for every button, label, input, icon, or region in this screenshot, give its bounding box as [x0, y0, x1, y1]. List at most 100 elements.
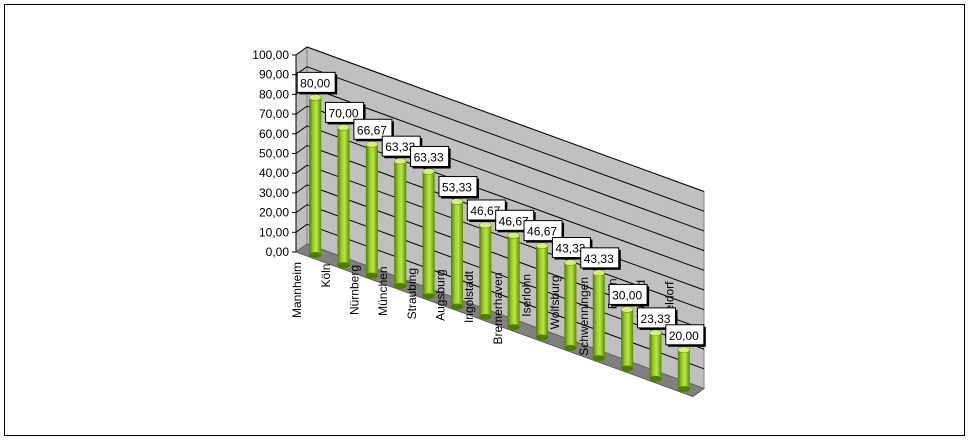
y-tick-label: 60,00	[259, 127, 289, 141]
bar-base	[592, 355, 605, 362]
gridlines	[295, 46, 705, 370]
bar-top	[365, 141, 379, 148]
y-tick-label: 20,00	[259, 206, 289, 220]
bar-top	[677, 346, 691, 354]
bar-base	[394, 282, 407, 289]
bar-body	[422, 171, 435, 297]
data-label: 80,00	[300, 76, 330, 90]
bar	[394, 157, 407, 289]
category-label: Ingolstadt	[462, 270, 476, 323]
bar	[365, 141, 379, 279]
y-axis: 0,00 10,00 20,00 30,00 40,00 50,00 60,00 70,00 8…	[252, 48, 297, 259]
bar-body	[394, 161, 407, 286]
bar-body	[365, 144, 378, 276]
gridline-side	[295, 184, 308, 194]
bar	[620, 306, 634, 372]
gridline-side	[295, 46, 308, 56]
bar-base	[422, 293, 435, 300]
bar	[564, 259, 577, 351]
bar-top	[308, 94, 322, 101]
bar-base	[450, 303, 463, 310]
bar-top	[649, 329, 662, 337]
data-label-box	[523, 220, 563, 242]
gridline-side	[295, 125, 308, 135]
data-label: 23,33	[640, 312, 670, 326]
data-label: 53,33	[442, 181, 472, 195]
gridline-side	[295, 105, 308, 115]
bar	[592, 269, 605, 362]
data-label-box	[410, 146, 450, 168]
bar-top	[620, 306, 634, 313]
bar-base	[309, 251, 322, 258]
gridline	[306, 85, 705, 232]
data-label-box	[325, 101, 365, 123]
data-label: 70,00	[329, 106, 359, 120]
bar-top	[507, 232, 520, 239]
bar-base	[564, 344, 577, 351]
category-label: Wolfsburg	[548, 276, 562, 330]
bar-body	[677, 349, 690, 390]
bar-body	[507, 235, 520, 328]
y-tick-label: 100,00	[252, 48, 289, 62]
bar-body	[564, 262, 577, 348]
bar-base	[507, 324, 520, 331]
gridline-side	[295, 145, 308, 154]
data-label: 43,33	[584, 252, 614, 266]
bar	[677, 346, 691, 393]
y-tick-label: 30,00	[259, 186, 289, 200]
bar-top	[394, 157, 407, 165]
bar-top	[592, 269, 605, 277]
data-label: 46,67	[527, 225, 557, 239]
bar-top	[535, 242, 549, 249]
bar-base	[621, 365, 634, 372]
bar-base	[536, 334, 549, 341]
bar	[450, 198, 464, 310]
bar-base	[337, 262, 350, 269]
gridline-side	[295, 204, 308, 214]
data-label: 63,33	[385, 140, 415, 154]
category-label: Iserlohn	[519, 274, 533, 317]
category-label: Nürnberg	[347, 265, 361, 315]
y-tick-label: 0,00	[266, 245, 290, 259]
gridline	[306, 66, 705, 212]
bar-top	[337, 124, 350, 131]
bar-top	[479, 221, 492, 229]
data-label-box	[296, 71, 336, 93]
bar-base	[649, 375, 662, 382]
data-label-box	[665, 324, 705, 346]
y-tick-label: 90,00	[259, 68, 289, 82]
gridline-side	[295, 164, 308, 174]
data-label: 20,00	[669, 329, 699, 343]
data-label-box	[353, 118, 393, 140]
category-label: Köln	[319, 264, 333, 288]
bar-body	[536, 245, 549, 338]
data-label: 46,67	[470, 204, 500, 218]
bar-body	[479, 224, 492, 317]
category-label: Schwenningen	[577, 277, 591, 356]
category-label: Mannheim	[290, 262, 304, 318]
bar	[422, 168, 435, 300]
x-axis: Mannheim Köln Nürnberg München Straubing Augs…	[290, 262, 677, 356]
bar-body	[450, 201, 463, 307]
bar-body	[649, 332, 662, 379]
data-label: 46,67	[499, 214, 529, 228]
data-label-box	[580, 247, 620, 269]
data-label: 30,00	[612, 288, 642, 302]
y-tick-label: 40,00	[259, 166, 289, 180]
bar-top	[564, 259, 577, 266]
category-label: Straubing	[405, 268, 419, 319]
data-label-box	[608, 283, 648, 305]
y-tick-label: 80,00	[259, 87, 289, 101]
bar-series	[308, 94, 691, 393]
category-label: München	[376, 267, 390, 316]
bar-body	[592, 272, 605, 359]
data-labels: 80,0070,0066,6763,3363,3353,3346,6746,67…	[296, 71, 706, 347]
category-label: Augsburg	[433, 270, 447, 321]
bar-body	[621, 309, 634, 369]
y-tick-label: 50,00	[259, 147, 289, 161]
bar	[479, 221, 492, 320]
y-tick-label: 70,00	[259, 107, 289, 121]
data-label: 66,67	[357, 123, 387, 137]
bar-base	[677, 386, 690, 393]
